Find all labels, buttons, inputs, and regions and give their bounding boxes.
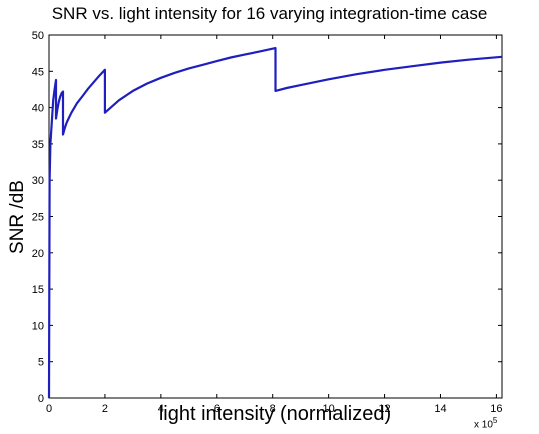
x-multiplier-exponent: 5 — [492, 416, 498, 425]
x-tick-label: 6 — [214, 403, 220, 415]
y-tick-label: 0 — [38, 393, 44, 405]
x-tick-label: 8 — [270, 403, 276, 415]
y-tick-label: 50 — [32, 30, 44, 42]
y-tick-label: 15 — [32, 284, 44, 296]
x-axis-multiplier: x 105 — [474, 416, 497, 430]
x-tick-label: 12 — [378, 403, 390, 415]
y-tick-label: 35 — [32, 139, 44, 151]
x-tick-label: 4 — [158, 403, 164, 415]
series-line — [47, 46, 503, 399]
y-tick-label: 20 — [32, 248, 44, 260]
x-tick-label: 10 — [323, 403, 335, 415]
y-tick-label: 45 — [32, 66, 44, 78]
y-tick-label: 40 — [32, 103, 44, 115]
x-tick-label: 2 — [102, 403, 108, 415]
x-tick-label: 0 — [46, 403, 52, 415]
x-multiplier-base: x 10 — [474, 419, 493, 431]
x-tick-label: 14 — [434, 403, 446, 415]
y-tick-label: 25 — [32, 212, 44, 224]
x-axis-label: light intensity (normalized) — [158, 403, 392, 425]
y-tick-label: 5 — [38, 357, 44, 369]
y-tick-label: 10 — [32, 320, 44, 332]
chart-title: SNR vs. light intensity for 16 varying i… — [51, 4, 488, 23]
y-tick-label: 30 — [32, 175, 44, 187]
y-axis-label: SNR /dB — [7, 180, 28, 254]
x-tick-label: 16 — [490, 403, 502, 415]
